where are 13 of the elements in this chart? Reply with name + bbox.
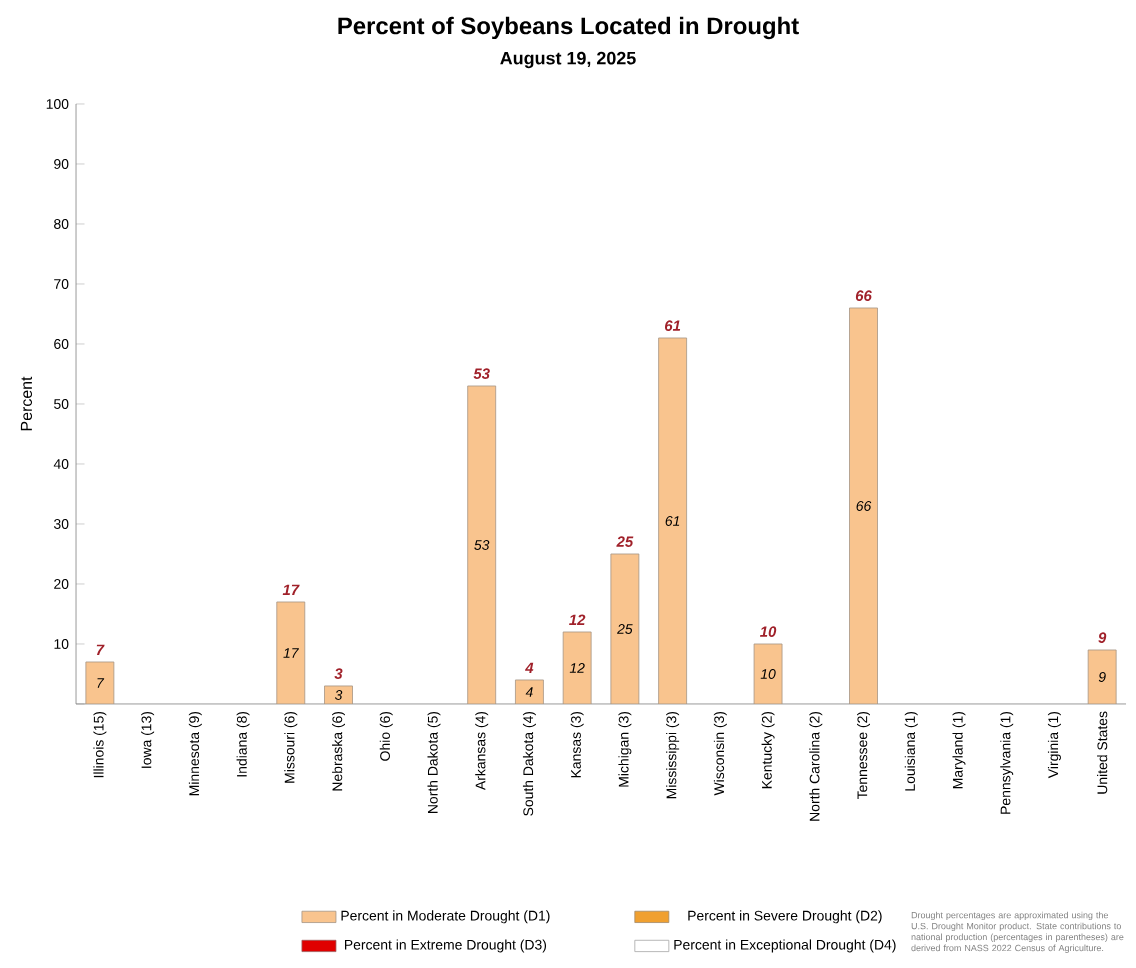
bar [515, 679, 544, 704]
chart-title: Percent of Soybeans Located in Drought [338, 16, 799, 40]
bar [324, 685, 353, 704]
bar [849, 307, 878, 704]
bar [610, 553, 640, 704]
bar [562, 631, 592, 704]
chart-subtitle: August 19, 2025 [500, 51, 636, 69]
bar [658, 337, 688, 704]
bar [85, 661, 115, 704]
bar [467, 385, 497, 704]
bar [753, 643, 783, 704]
bar [276, 601, 306, 704]
bar [1087, 649, 1117, 704]
